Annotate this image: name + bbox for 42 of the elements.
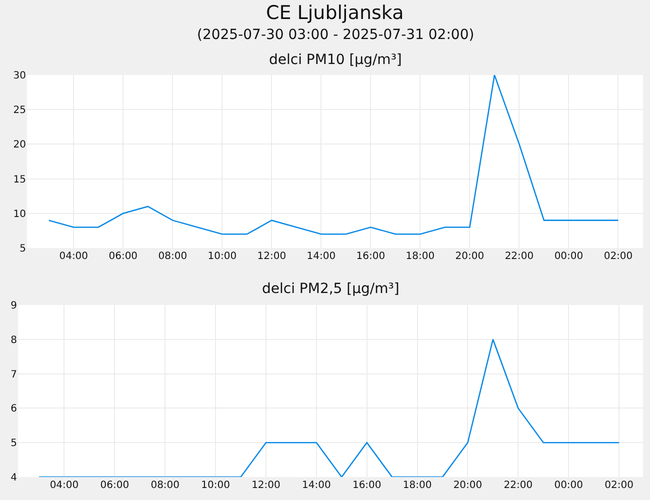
- y-tick-label: 9: [10, 300, 17, 312]
- y-tick-label: 8: [10, 334, 17, 346]
- line-series: [38, 338, 620, 477]
- x-tick-label: 12:00: [252, 480, 280, 491]
- chart-title: CE Ljubljanska: [266, 2, 404, 24]
- x-tick-label: 18:00: [406, 251, 435, 262]
- x-tick-label: 00:00: [554, 480, 584, 491]
- x-tick-label: 22:00: [504, 480, 533, 491]
- y-tick-label: 20: [13, 140, 26, 151]
- y-tick-label: 10: [13, 208, 26, 220]
- x-tick-label: 00:00: [554, 251, 584, 262]
- y-tick-label: 15: [13, 174, 26, 186]
- y-tick-label: 30: [13, 70, 26, 82]
- x-tick-label: 02:00: [604, 480, 634, 491]
- x-tick-label: 10:00: [208, 251, 237, 262]
- y-tick-label: 25: [13, 105, 26, 116]
- x-tick-label: 08:00: [158, 251, 188, 262]
- line-series: [48, 75, 619, 235]
- y-tick-label: 6: [10, 404, 17, 415]
- chart-title: delci PM2,5 [µg/m³]: [262, 281, 400, 297]
- x-tick-label: 16:00: [352, 480, 382, 491]
- x-tick-label: 02:00: [604, 251, 633, 262]
- y-tick-label: 5: [10, 438, 17, 450]
- x-tick-label: 16:00: [356, 251, 386, 262]
- x-tick-label: 14:00: [306, 251, 336, 262]
- y-tick-label: 7: [10, 369, 17, 380]
- chart-subtitle: (2025-07-30 03:00 - 2025-07-31 02:00): [197, 27, 474, 43]
- x-tick-label: 04:00: [50, 480, 79, 491]
- y-tick-label: 4: [10, 472, 17, 484]
- text: delci PM10 [µg/m³]: [269, 52, 402, 68]
- x-tick-label: 12:00: [257, 251, 286, 262]
- x-tick-label: 08:00: [150, 480, 180, 491]
- x-tick-label: 20:00: [455, 251, 484, 262]
- x-tick-label: 20:00: [453, 480, 482, 491]
- x-tick-label: 18:00: [402, 480, 432, 491]
- x-tick-label: 22:00: [504, 251, 534, 262]
- x-tick-label: 06:00: [108, 251, 138, 262]
- y-tick-label: 5: [20, 244, 26, 254]
- x-tick-label: 14:00: [302, 480, 331, 491]
- x-tick-label: 04:00: [59, 251, 88, 262]
- x-tick-label: 10:00: [201, 480, 230, 491]
- x-tick-label: 06:00: [100, 480, 130, 491]
